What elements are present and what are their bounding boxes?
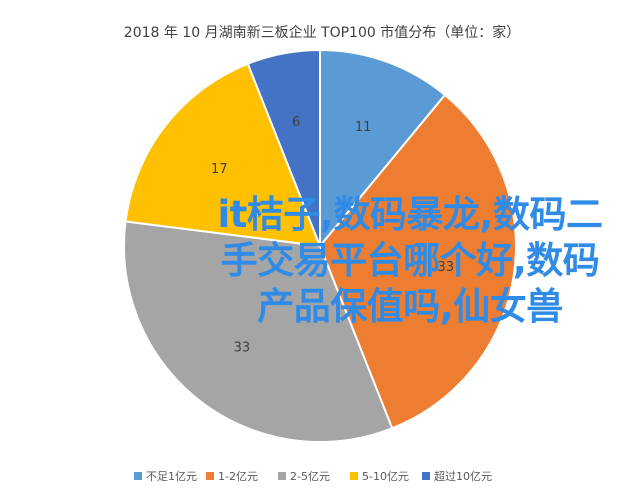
pie-slice-4 — [124, 62, 322, 248]
data-label-3: 33 — [234, 341, 251, 356]
data-label-2: 33 — [438, 260, 455, 275]
legend-swatch-1 — [134, 472, 142, 480]
legend-swatch-2 — [206, 472, 214, 480]
pie-slice-5 — [246, 48, 321, 247]
data-label-4: 17 — [211, 162, 228, 177]
pie-slice-2 — [318, 93, 517, 430]
legend-swatch-4 — [350, 472, 358, 480]
legend-label-3: 2-5亿元 — [290, 470, 330, 483]
chart-title: 2018 年 10 月湖南新三板企业 TOP100 市值分布（单位：家） — [124, 24, 520, 41]
data-label-1: 11 — [355, 120, 372, 135]
legend-label-4: 5-10亿元 — [362, 470, 409, 483]
legend-label-1: 不足1亿元 — [146, 470, 197, 483]
legend-label-5: 超过10亿元 — [434, 469, 492, 483]
pie-slice-1 — [319, 48, 447, 249]
data-label-5: 6 — [292, 115, 300, 130]
watermark-overlay-text: it桔子,数码暴龙,数码二手交易平台哪个好,数码产品保值吗,仙女兽 — [217, 193, 603, 328]
legend-swatch-5 — [422, 472, 430, 480]
legend-label-2: 1-2亿元 — [218, 470, 258, 483]
pie-slice-3 — [123, 220, 394, 443]
legend-swatch-3 — [278, 472, 286, 480]
